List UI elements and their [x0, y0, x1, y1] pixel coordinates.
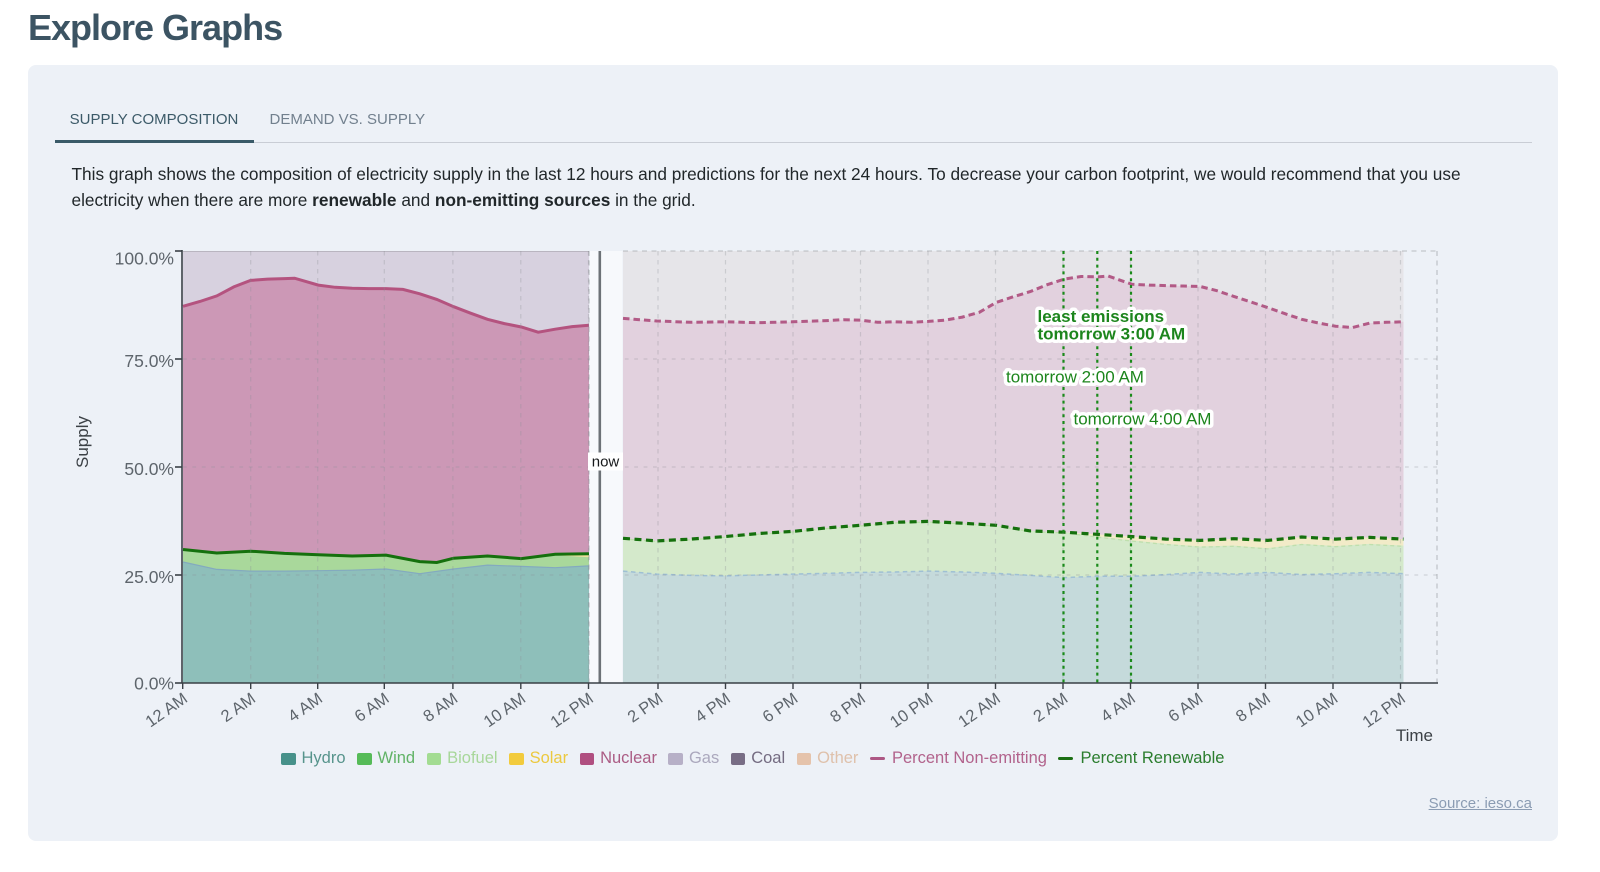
svg-text:8 PM: 8 PM — [827, 690, 869, 727]
svg-text:4 AM: 4 AM — [1098, 690, 1139, 726]
svg-text:25.0%: 25.0% — [124, 567, 174, 587]
svg-text:8 AM: 8 AM — [420, 690, 461, 726]
svg-text:10 AM: 10 AM — [480, 690, 529, 732]
svg-text:10 PM: 10 PM — [887, 690, 936, 732]
svg-text:Time: Time — [1396, 726, 1433, 745]
svg-text:4 PM: 4 PM — [692, 690, 734, 727]
svg-text:2 AM: 2 AM — [1030, 690, 1071, 726]
svg-text:12 AM: 12 AM — [142, 690, 191, 732]
svg-text:75.0%: 75.0% — [124, 351, 174, 371]
svg-text:tomorrow 3:00 AM: tomorrow 3:00 AM — [1038, 325, 1186, 344]
svg-text:6 AM: 6 AM — [351, 690, 392, 726]
svg-text:8 AM: 8 AM — [1233, 690, 1274, 726]
svg-text:least emissions: least emissions — [1038, 307, 1165, 326]
svg-text:10 AM: 10 AM — [1293, 690, 1342, 732]
svg-text:6 AM: 6 AM — [1165, 690, 1206, 726]
svg-text:12 AM: 12 AM — [955, 690, 1004, 732]
svg-text:2 PM: 2 PM — [624, 690, 666, 727]
svg-text:4 AM: 4 AM — [285, 690, 326, 726]
svg-text:100.0%: 100.0% — [115, 249, 174, 269]
svg-text:12 PM: 12 PM — [547, 690, 596, 732]
svg-text:tomorrow 2:00 AM: tomorrow 2:00 AM — [1006, 368, 1144, 387]
svg-text:now: now — [592, 454, 620, 471]
svg-text:0.0%: 0.0% — [134, 674, 174, 694]
svg-text:50.0%: 50.0% — [124, 459, 174, 479]
svg-text:2 AM: 2 AM — [218, 690, 259, 726]
svg-text:Supply: Supply — [73, 416, 92, 468]
svg-text:tomorrow 4:00 AM: tomorrow 4:00 AM — [1074, 410, 1212, 429]
svg-text:6 PM: 6 PM — [759, 690, 801, 727]
